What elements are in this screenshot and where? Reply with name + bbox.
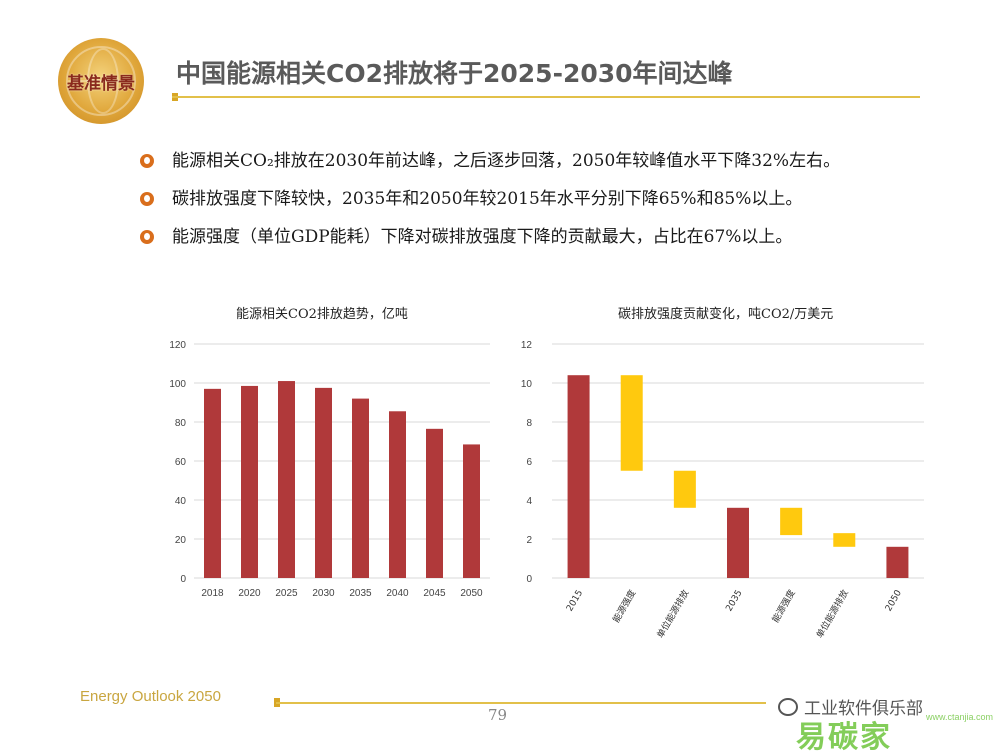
bar: [426, 428, 443, 578]
bar: [352, 398, 369, 578]
bar: [463, 444, 480, 578]
flame-icon: [140, 230, 154, 244]
y-tick-label: 12: [521, 340, 533, 351]
bar: [204, 388, 221, 578]
bullet-text: 能源强度（单位GDP能耗）下降对碳排放强度下降的贡献最大，占比在67%以上。: [172, 227, 793, 247]
y-tick-label: 100: [169, 379, 186, 390]
delta-bar: [780, 507, 803, 536]
x-tick-label: 能源强度: [769, 588, 797, 625]
bullet-item: 能源强度（单位GDP能耗）下降对碳排放强度下降的贡献最大，占比在67%以上。: [138, 222, 938, 260]
x-tick-label: 单位能源排放: [813, 588, 850, 641]
y-tick-label: 80: [175, 418, 187, 429]
delta-bar: [833, 533, 856, 547]
y-tick-label: 0: [526, 574, 532, 585]
total-bar: [886, 546, 909, 578]
y-tick-label: 40: [175, 496, 187, 507]
scenario-badge: 基准情景: [58, 38, 144, 124]
bullet-list: 能源相关CO₂排放在2030年前达峰，之后逐步回落，2050年较峰值水平下降32…: [138, 146, 938, 260]
y-tick-label: 2: [526, 535, 532, 546]
x-tick-label: 2020: [238, 588, 261, 599]
bullet-text: 能源相关CO₂排放在2030年前达峰，之后逐步回落，2050年较峰值水平下降32…: [172, 151, 841, 171]
x-tick-label: 2018: [201, 588, 224, 599]
y-tick-label: 0: [180, 574, 186, 585]
bar: [241, 385, 258, 578]
page-number: 79: [488, 706, 508, 724]
total-bar: [727, 507, 749, 578]
delta-bar: [673, 470, 696, 508]
footer-label: Energy Outlook 2050: [80, 688, 221, 705]
bar: [389, 411, 406, 578]
x-tick-label: 2040: [386, 588, 409, 599]
flame-icon: [140, 154, 154, 168]
bar: [278, 381, 295, 578]
y-tick-label: 120: [169, 340, 186, 351]
x-tick-label: 2050: [884, 588, 904, 613]
x-tick-label: 2035: [349, 588, 372, 599]
badge-label: 基准情景: [67, 74, 135, 94]
x-tick-label: 2030: [312, 588, 335, 599]
title-underline: [172, 96, 920, 98]
x-tick-label: 2025: [275, 588, 298, 599]
x-tick-label: 2035: [724, 589, 744, 614]
bar: [315, 387, 332, 578]
x-tick-label: 单位能源排放: [654, 588, 691, 641]
x-tick-label: 2015: [565, 589, 585, 614]
footer-rule: [276, 702, 766, 704]
chart2-title: 碳排放强度贡献变化，吨CO2/万美元: [618, 307, 834, 322]
globe-icon: [66, 46, 136, 116]
watermark-logo: 易碳家: [796, 720, 892, 755]
y-tick-label: 4: [526, 496, 532, 507]
watermark-text: 工业软件俱乐部: [804, 699, 923, 719]
page-title: 中国能源相关CO2排放将于2025-2030年间达峰: [176, 59, 733, 88]
x-tick-label: 2050: [460, 588, 483, 599]
y-tick-label: 6: [526, 457, 532, 468]
y-tick-label: 8: [526, 418, 532, 429]
total-bar: [567, 375, 590, 578]
watermark: 工业软件俱乐部: [778, 694, 923, 719]
wechat-icon: [778, 698, 798, 716]
y-tick-label: 10: [521, 379, 533, 390]
y-tick-label: 60: [175, 457, 187, 468]
x-tick-label: 2045: [423, 588, 446, 599]
bullet-item: 能源相关CO₂排放在2030年前达峰，之后逐步回落，2050年较峰值水平下降32…: [138, 146, 938, 184]
bullet-text: 碳排放强度下降较快，2035年和2050年较2015年水平分别下降65%和85%…: [172, 189, 803, 209]
delta-bar: [620, 375, 643, 471]
x-tick-label: 能源强度: [610, 588, 638, 625]
bullet-item: 碳排放强度下降较快，2035年和2050年较2015年水平分别下降65%和85%…: [138, 184, 938, 222]
flame-icon: [140, 192, 154, 206]
watermark-url: www.ctanjia.com: [926, 712, 994, 722]
y-tick-label: 20: [175, 535, 187, 546]
chart1-title: 能源相关CO2排放趋势，亿吨: [236, 307, 408, 322]
